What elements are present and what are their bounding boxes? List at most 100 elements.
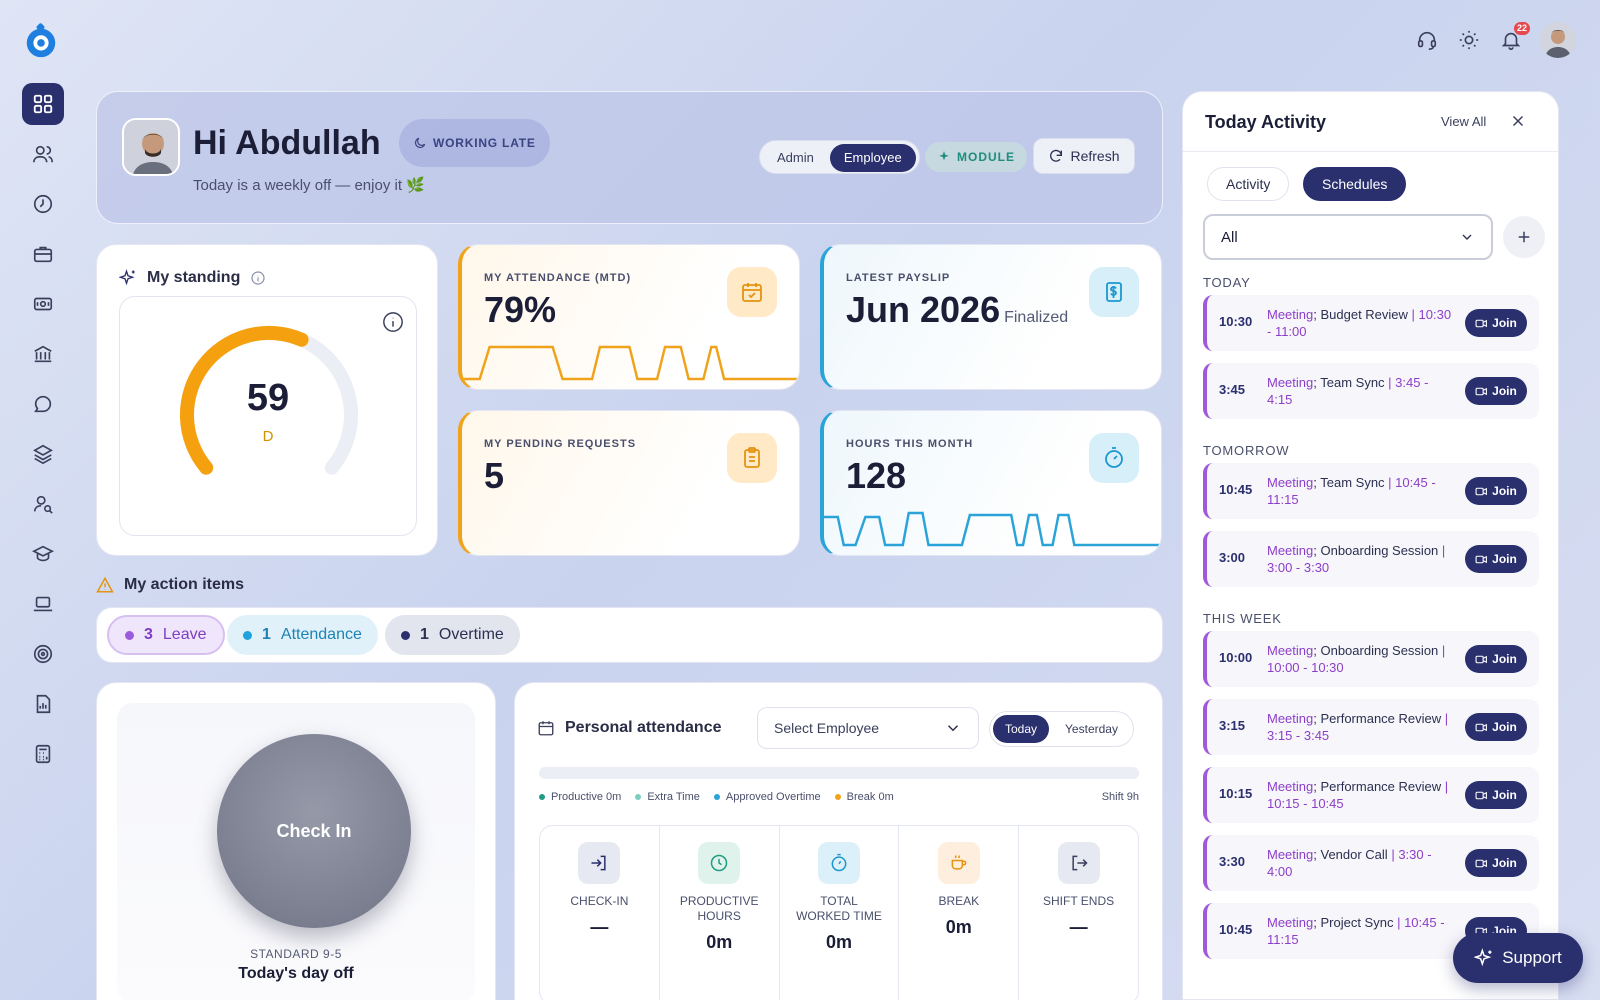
gauge-info-icon[interactable] [382, 311, 404, 333]
sidebar-item-time[interactable] [22, 183, 64, 225]
role-admin-option[interactable]: Admin [777, 150, 814, 165]
video-icon [1475, 655, 1488, 663]
stat-total-worked-label: TOTAL WORKED TIME [796, 894, 882, 923]
chevron-down-icon [947, 725, 959, 732]
module-label: MODULE [957, 150, 1015, 164]
calendar-check-icon [727, 267, 777, 317]
hours-value: 128 [846, 455, 907, 496]
schedule-event[interactable]: 3:15 Meeting; Performance Review | 3:15 -… [1203, 699, 1539, 755]
attendance-card[interactable]: MY ATTENDANCE (MTD) 79% [458, 244, 800, 390]
user-search-icon [33, 495, 53, 514]
join-button[interactable]: Join [1465, 545, 1527, 573]
stat-productive-value: 0m [706, 932, 733, 952]
schedule-event[interactable]: 10:45 Meeting; Team Sync | 10:45 - 11:15 J… [1203, 463, 1539, 519]
tab-activity[interactable]: Activity [1207, 167, 1290, 201]
module-badge[interactable]: MODULE [925, 142, 1027, 172]
refresh-button[interactable]: Refresh [1033, 138, 1135, 174]
clock-icon [698, 842, 741, 884]
support-button[interactable]: Support [1453, 933, 1583, 983]
sidebar-item-user-search[interactable] [22, 483, 64, 525]
sidebar-item-payroll[interactable] [22, 283, 64, 325]
calculator-icon [35, 744, 51, 764]
event-range: 10:00 - 10:30 [1267, 660, 1344, 675]
app-logo[interactable] [22, 22, 60, 60]
role-employee-option[interactable]: Employee [829, 144, 916, 172]
select-employee-dropdown[interactable]: Select Employee [757, 707, 979, 749]
sidebar-item-chat[interactable] [22, 383, 64, 425]
sidebar [0, 0, 86, 1000]
sidebar-item-layers[interactable] [22, 433, 64, 475]
panel-header: Today Activity View All [1183, 92, 1558, 152]
event-title: Onboarding Session [1320, 643, 1439, 658]
check-in-button[interactable]: Check In [217, 734, 411, 928]
payslip-status: Finalized [1004, 309, 1069, 326]
schedule-event[interactable]: 3:30 Meeting; Vendor Call | 3:30 - 4:00 Jo… [1203, 835, 1539, 891]
event-title: Vendor Call [1320, 847, 1388, 862]
view-all-link[interactable]: View All [1441, 114, 1487, 129]
join-button[interactable]: Join [1465, 713, 1527, 741]
join-button[interactable]: Join [1465, 781, 1527, 809]
user-avatar[interactable] [1540, 22, 1576, 58]
yesterday-option[interactable]: Yesterday [1065, 722, 1118, 736]
hours-card[interactable]: HOURS THIS MONTH 128 [820, 410, 1162, 556]
overtime-chip[interactable]: 1 Overtime [385, 615, 520, 655]
schedule-event[interactable]: 3:45 Meeting; Team Sync | 3:45 - 4:15 Join [1203, 363, 1539, 419]
sidebar-item-people[interactable] [22, 133, 64, 175]
leave-count: 3 [144, 626, 153, 643]
event-description: Meeting; Vendor Call | 3:30 - 4:00 [1267, 847, 1432, 879]
schedule-event[interactable]: 10:00 Meeting; Onboarding Session | 10:00… [1203, 631, 1539, 687]
sidebar-item-reports[interactable] [22, 683, 64, 725]
support-headset-icon[interactable] [1414, 27, 1440, 53]
sidebar-item-devices[interactable] [22, 583, 64, 625]
schedule-event[interactable]: 10:15 Meeting; Performance Review | 10:15… [1203, 767, 1539, 823]
video-icon [1475, 387, 1488, 395]
event-range: 3:15 - 3:45 [1267, 728, 1330, 743]
event-time: 3:00 [1219, 550, 1246, 565]
stat-total-worked-value: 0m [825, 932, 852, 952]
sidebar-item-goals[interactable] [22, 633, 64, 675]
schedule-event[interactable]: 3:00 Meeting; Onboarding Session | 3:00 -… [1203, 531, 1539, 587]
leave-chip[interactable]: 3 Leave [107, 615, 225, 655]
event-kind: Meeting [1267, 779, 1314, 794]
join-button[interactable]: Join [1465, 645, 1527, 673]
event-description: Meeting; Onboarding Session | 10:00 - 10… [1267, 643, 1446, 675]
overtime-count: 1 [420, 626, 429, 643]
pending-requests-card[interactable]: MY PENDING REQUESTS 5 [458, 410, 800, 556]
join-button[interactable]: Join [1465, 849, 1527, 877]
today-option[interactable]: Today [993, 715, 1050, 743]
join-button[interactable]: Join [1465, 309, 1527, 337]
attendance-chip[interactable]: 1 Attendance [227, 615, 378, 655]
theme-sun-icon[interactable] [1456, 27, 1482, 53]
close-icon[interactable] [1509, 112, 1527, 130]
event-range: 3:45 - 4:15 [1267, 375, 1429, 407]
info-icon[interactable] [250, 270, 266, 286]
join-button[interactable]: Join [1465, 477, 1527, 505]
sidebar-item-learning[interactable] [22, 533, 64, 575]
refresh-icon [1050, 149, 1063, 162]
event-description: Meeting; Team Sync | 10:45 - 11:15 [1267, 475, 1436, 507]
join-label: Join [1492, 552, 1517, 566]
calendar-icon [538, 721, 554, 736]
stat-productive: PRODUCTIVE HOURS 0m [660, 826, 780, 1000]
bell-icon[interactable]: 22 [1498, 22, 1530, 53]
sidebar-item-jobs[interactable] [22, 233, 64, 275]
join-label: Join [1492, 384, 1517, 398]
sidebar-item-calculator[interactable] [22, 733, 64, 775]
schedule-event[interactable]: 10:30 Meeting; Budget Review | 10:30 - 11… [1203, 295, 1539, 351]
schedule-filter-dropdown[interactable]: All [1203, 214, 1493, 260]
sparkle-icon [1474, 948, 1492, 967]
tab-schedules[interactable]: Schedules [1303, 167, 1407, 201]
attendance-chip-label: Attendance [280, 626, 362, 643]
add-schedule-button[interactable] [1503, 216, 1545, 258]
payslip-card[interactable]: LATEST PAYSLIP Jun 2026 Finalized [820, 244, 1162, 390]
personal-attendance-card: Personal attendance Select Employee Toda… [514, 682, 1163, 1000]
standing-header: My standing [119, 269, 266, 287]
event-description: Meeting; Performance Review | 3:15 - 3:4… [1267, 711, 1449, 743]
notification-badge: 22 [1513, 22, 1530, 35]
join-button[interactable]: Join [1465, 377, 1527, 405]
role-switcher: Admin Employee [759, 140, 920, 174]
stat-shift-ends-label: SHIFT ENDS [1043, 894, 1115, 908]
sidebar-item-dashboard[interactable] [22, 83, 64, 125]
action-items-title: My action items [124, 576, 245, 593]
sidebar-item-bank[interactable] [22, 333, 64, 375]
